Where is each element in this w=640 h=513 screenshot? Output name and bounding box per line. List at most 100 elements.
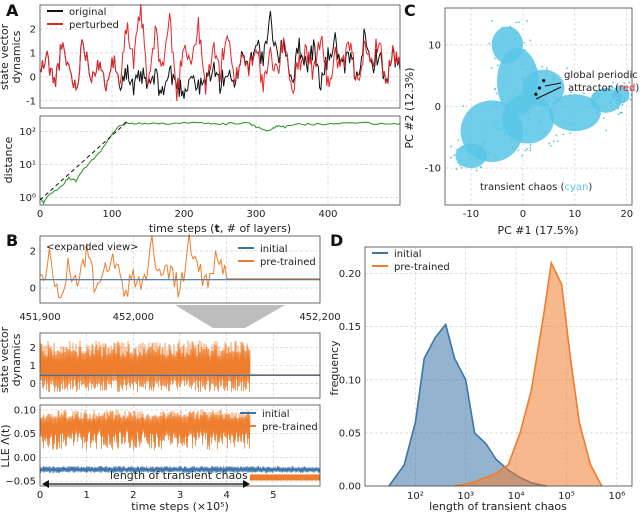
b-exp-annotation: <expanded view> — [46, 242, 139, 253]
c-scatter-point — [566, 67, 569, 70]
b-bot-xtick: 5 — [270, 490, 276, 501]
c-scatter-point — [503, 62, 505, 64]
c-scatter-point — [517, 126, 520, 129]
d-ytick: 0.00 — [339, 482, 361, 493]
b-bot-series-pretrained-after — [250, 474, 320, 481]
c-scatter-point — [523, 79, 526, 82]
c-scatter-point — [625, 89, 628, 92]
c-scatter-point — [494, 46, 497, 49]
c-scatter-point — [619, 87, 621, 90]
b-exp-xtick: 452,200 — [299, 312, 340, 323]
c-scatter-point — [521, 91, 524, 94]
b-mid-ytick: 1 — [30, 361, 36, 372]
c-scatter-point — [541, 110, 544, 113]
c-scatter-point — [460, 166, 463, 169]
a-bot-ytick: 10² — [19, 127, 36, 138]
a-top-legend-label: original — [69, 7, 106, 18]
c-scatter-point — [514, 38, 517, 40]
c-scatter-point — [529, 149, 532, 152]
c-scatter-point — [552, 140, 555, 143]
d-xtick: 10⁴ — [508, 491, 525, 502]
c-scatter-point — [585, 88, 588, 91]
c-scatter-point — [529, 93, 532, 96]
c-scatter-point — [500, 128, 503, 131]
c-scatter-point — [468, 139, 471, 142]
c-scatter-point — [624, 98, 626, 101]
c-scatter-point — [529, 144, 532, 146]
c-scatter-point — [531, 99, 533, 102]
b-bot-frame — [39, 404, 321, 487]
c-scatter-point — [495, 121, 498, 124]
c-scatter-point — [617, 107, 620, 110]
c-scatter-point — [617, 91, 620, 93]
c-scatter-point — [517, 97, 520, 100]
c-scatter-point — [620, 85, 623, 87]
b-exp-legend-label: pre-trained — [260, 257, 316, 268]
b-mid-ytick: 0 — [30, 379, 36, 390]
c-scatter-point — [477, 160, 480, 163]
c-scatter-point — [457, 139, 460, 142]
c-scatter-point — [545, 95, 547, 98]
c-scatter-point — [524, 149, 527, 152]
c-scatter-point — [523, 88, 526, 91]
c-scatter-blob — [548, 94, 601, 132]
c-scatter-point — [516, 55, 519, 57]
c-scatter-point — [500, 75, 502, 78]
c-scatter-point — [612, 81, 614, 84]
c-scatter-point — [564, 97, 567, 99]
c-scatter-point — [461, 146, 464, 149]
c-scatter-point — [539, 130, 542, 133]
c-scatter-point — [525, 131, 527, 133]
c-scatter-point — [616, 102, 619, 105]
d-ytick: 0.15 — [339, 322, 361, 333]
c-scatter-point — [450, 145, 453, 148]
c-scatter-point — [460, 151, 463, 154]
b-mid-series-pretrained — [39, 340, 320, 393]
a-top-ylabel: state vector — [0, 23, 11, 90]
c-scatter-point — [594, 97, 597, 100]
c-scatter-point — [597, 95, 600, 98]
c-scatter-point — [506, 67, 509, 70]
c-scatter-point — [480, 122, 483, 125]
b-bot-xtick: 2 — [130, 490, 136, 501]
d-ytick: 0.20 — [339, 269, 361, 280]
c-scatter-point — [552, 76, 554, 78]
c-scatter-point — [614, 87, 617, 90]
c-scatter-point — [529, 39, 532, 42]
c-scatter-point — [621, 94, 623, 97]
c-scatter-point — [523, 48, 526, 51]
c-scatter-point — [603, 117, 605, 120]
c-scatter-point — [622, 101, 625, 104]
c-scatter-point — [485, 158, 487, 160]
c-scatter-cloud — [450, 20, 633, 172]
b-bot-xlabel: time steps (×10⁵) — [131, 500, 229, 513]
c-scatter-point — [465, 163, 467, 166]
c-scatter-point — [487, 151, 490, 153]
c-scatter-point — [547, 90, 549, 92]
c-scatter-point — [494, 87, 496, 90]
c-scatter-point — [467, 148, 470, 150]
c-scatter-point — [535, 68, 538, 71]
c-scatter-point — [468, 150, 471, 153]
d-ytick: 0.05 — [339, 428, 361, 439]
c-scatter-point — [498, 119, 501, 122]
c-scatter-point — [516, 49, 519, 52]
c-scatter-point — [527, 112, 530, 114]
c-scatter-point — [597, 93, 600, 96]
c-scatter-point — [596, 111, 598, 114]
panel-label-a: A — [6, 1, 19, 20]
a-top-ylabel: dynamics — [10, 30, 23, 83]
c-scatter-point — [493, 122, 496, 125]
c-scatter-point — [556, 111, 558, 114]
c-scatter-point — [619, 93, 622, 96]
c-scatter-point — [595, 112, 598, 115]
c-scatter-point — [515, 114, 518, 117]
a-bot-ytick: 10¹ — [19, 160, 36, 171]
c-scatter-point — [526, 88, 529, 91]
c-scatter-point — [609, 102, 612, 105]
d-xlabel: length of transient chaos — [429, 500, 567, 513]
c-scatter-point — [485, 130, 488, 133]
c-annotation-chaos: transient chaos (cyan) — [480, 182, 592, 193]
c-scatter-point — [551, 78, 554, 81]
